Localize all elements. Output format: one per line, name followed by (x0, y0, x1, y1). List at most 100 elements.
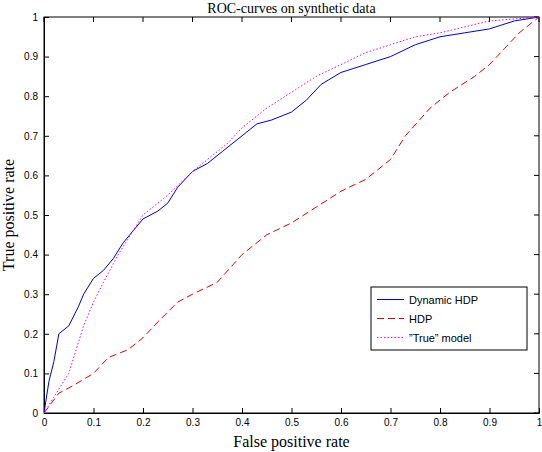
tick-mark (44, 17, 49, 18)
frame (44, 17, 539, 413)
y-axis-title: True positive rate (0, 159, 18, 271)
tick: 0.7 (384, 408, 398, 428)
tick-label: 0.8 (24, 91, 38, 102)
title: ROC-curves on synthetic data (207, 1, 376, 16)
tick-mark (44, 96, 49, 97)
tick-mark (44, 373, 49, 374)
tick-mark (44, 175, 49, 176)
x-axis: 0 0.1 0.2 0.3 0.4 0.5 0.6 0.7 0.8 0.9 1 (42, 408, 542, 428)
tick-mark (44, 136, 49, 137)
legend-swatch (377, 299, 404, 300)
tick: 0.1 (24, 368, 49, 379)
tick-mark (341, 17, 342, 22)
tick: 0.8 (24, 91, 49, 102)
tick-label: 0.9 (483, 417, 497, 428)
legend-label: ”True” model (409, 332, 472, 344)
tick: 0.1 (87, 408, 101, 428)
tick-mark (534, 135, 539, 136)
tick: 1 (32, 12, 49, 23)
tick-label: 0.3 (186, 417, 200, 428)
tick-mark (44, 215, 49, 216)
tick-mark (534, 413, 539, 414)
tick-label: 0 (42, 417, 48, 428)
tick-label: 0.1 (24, 368, 38, 379)
tick-mark (534, 254, 539, 255)
series-line (44, 17, 539, 413)
tick-mark (440, 17, 441, 22)
tick-label: 0.7 (24, 131, 38, 142)
tick-label: 0.6 (335, 417, 349, 428)
tick: 0.5 (285, 408, 299, 428)
tick-mark (44, 57, 49, 58)
tick-mark (44, 413, 49, 414)
tick-mark (44, 334, 49, 335)
tick-label: 0.1 (87, 417, 101, 428)
tick: 0.2 (137, 408, 151, 428)
tick-mark (242, 408, 243, 413)
legend: Dynamic HDP HDP ”True” model (371, 287, 527, 350)
tick-mark (390, 17, 391, 22)
tick: 0.2 (24, 329, 49, 340)
tick-label: 0.4 (24, 249, 38, 260)
tick-mark (539, 408, 540, 413)
tick-mark (534, 56, 539, 57)
axis-line (45, 413, 540, 414)
tick-mark (143, 17, 144, 22)
legend-box (371, 287, 527, 350)
tick: 0.9 (24, 51, 49, 62)
tick-mark (534, 333, 539, 334)
tick-mark (44, 255, 49, 256)
plot: 00.10.20.30.40.50.60.70.80.9100.10.20.30… (24, 12, 542, 428)
y-axis: 0 0.1 0.2 0.3 0.4 0.5 0.6 0.7 0.8 0.9 1 (24, 12, 49, 419)
tick-mark (193, 408, 194, 413)
tick-label: 0.8 (434, 417, 448, 428)
tick: 0.5 (24, 210, 49, 221)
tick-mark (44, 17, 45, 22)
tick-mark (490, 408, 491, 413)
legend-label: HDP (409, 313, 432, 325)
tick-label: 1 (32, 12, 38, 23)
tick-label: 0.6 (24, 170, 38, 181)
legend-swatch (377, 337, 404, 338)
tick: 1 (537, 408, 542, 428)
tick-mark (192, 17, 193, 22)
tick: 0.3 (24, 289, 49, 300)
tick: 0.6 (24, 170, 49, 181)
tick: 0.9 (483, 408, 497, 428)
tick-mark (534, 215, 539, 216)
tick-label: 0.2 (137, 417, 151, 428)
tick-mark (44, 294, 49, 295)
tick: 0.6 (335, 408, 349, 428)
tick-mark (534, 96, 539, 97)
tick-label: 0.3 (24, 289, 38, 300)
tick-label: 0.4 (236, 417, 250, 428)
tick-mark (94, 408, 95, 413)
tick-mark (242, 17, 243, 22)
tick-label: 1 (537, 417, 542, 428)
tick-label: 0.9 (24, 51, 38, 62)
legend-label: Dynamic HDP (409, 294, 478, 306)
tick-label: 0 (32, 408, 38, 419)
tick: 0.8 (434, 408, 448, 428)
tick-mark (291, 17, 292, 22)
tick: 0.4 (236, 408, 250, 428)
frame-ticks (44, 17, 539, 413)
tick-mark (534, 175, 539, 176)
tick-label: 0.5 (285, 417, 299, 428)
tick: 0.3 (186, 408, 200, 428)
tick-label: 0.5 (24, 210, 38, 221)
tick-mark (292, 408, 293, 413)
series-line (44, 17, 539, 413)
chart: 00.10.20.30.40.50.60.70.80.9100.10.20.30… (0, 0, 542, 452)
tick-mark (534, 373, 539, 374)
tick-mark (341, 408, 342, 413)
tick-mark (93, 17, 94, 22)
legend-swatch (377, 318, 404, 319)
series-line (44, 17, 539, 413)
tick-label: 0.7 (384, 417, 398, 428)
tick-label: 0.2 (24, 329, 38, 340)
tick: 0.4 (24, 249, 49, 260)
tick-mark (143, 408, 144, 413)
tick: 0.7 (24, 131, 49, 142)
lines (44, 17, 539, 413)
